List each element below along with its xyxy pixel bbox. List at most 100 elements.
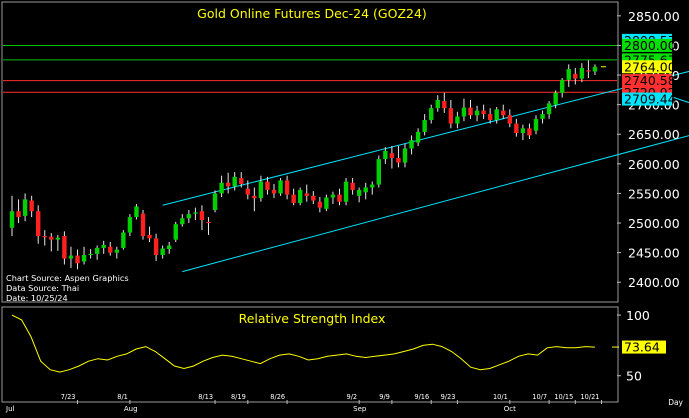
x-tick-label: 9/16 (414, 393, 429, 401)
candle-body (9, 211, 15, 228)
rsi-tick-label: 100 (626, 308, 650, 323)
candle (455, 111, 460, 129)
candle-body (317, 201, 323, 208)
candle-body (62, 236, 67, 259)
candle-body (487, 114, 493, 121)
chart-title: Gold Online Futures Dec-24 (GOZ24) (197, 6, 427, 21)
candle-body (586, 70, 591, 72)
candle-body (343, 181, 349, 202)
rsi-y-axis: 50 100 (617, 308, 650, 384)
candle (278, 178, 283, 196)
candle (68, 246, 74, 269)
candle-body (455, 116, 460, 124)
candle-body (22, 199, 28, 216)
candle (121, 230, 126, 250)
candle-body (383, 150, 388, 160)
source-line-chart: Chart Source: Aspen Graphics (6, 273, 129, 283)
candle (88, 249, 93, 259)
candle-body (429, 108, 434, 121)
candle (363, 182, 368, 200)
price-level-label: 2764.00 (622, 59, 676, 74)
candle (271, 183, 277, 199)
candle (42, 230, 47, 246)
candle-body (81, 255, 87, 262)
candle (311, 191, 316, 205)
candle-body (448, 108, 454, 124)
candle-body (88, 253, 93, 256)
candle-body (356, 189, 362, 196)
candle (239, 172, 244, 188)
candle (199, 205, 205, 231)
candle (376, 155, 381, 188)
candle-body (546, 103, 552, 115)
candle-body (140, 213, 146, 237)
candle-body (55, 237, 61, 240)
candle-body (402, 148, 408, 163)
candle (212, 190, 218, 213)
candle-body (553, 92, 558, 105)
candle-body (592, 66, 598, 72)
candle (448, 99, 454, 129)
x-tick-label: 8/19 (231, 393, 246, 401)
candle (540, 110, 545, 124)
candle (474, 105, 480, 122)
candle (206, 217, 211, 235)
candle-body (560, 79, 565, 93)
horizontal-level-lines (3, 44, 617, 93)
x-tick-label: 8/26 (270, 393, 285, 401)
x-tick-label: 9/2 (347, 393, 358, 401)
candle (317, 196, 323, 213)
rsi-title: Relative Strength Index (239, 311, 386, 326)
candle (370, 181, 375, 195)
candle-body (49, 236, 54, 240)
candle (383, 147, 388, 164)
candle (442, 92, 447, 113)
candle-body (566, 69, 571, 80)
candle (435, 95, 440, 112)
candle-body (389, 153, 395, 158)
candle (186, 210, 192, 224)
candle (586, 60, 591, 78)
rsi-line (11, 314, 595, 373)
x-tick-label: 8/13 (198, 393, 213, 401)
candle (409, 135, 414, 155)
candle (134, 204, 139, 220)
candle (343, 178, 349, 206)
candle-body (396, 157, 401, 163)
y-tick-label: 2500.00 (628, 216, 680, 231)
candle-body (520, 128, 526, 134)
month-label: Aug (124, 405, 138, 413)
rsi-panel: Relative Strength Index 50 100 73.64 (1, 306, 666, 403)
candle-body (265, 181, 270, 190)
candle-body (16, 211, 21, 218)
candle (481, 104, 486, 119)
y-tick-label: 2850.00 (628, 9, 680, 24)
candle-body (350, 182, 355, 190)
y-tick-label: 2600.00 (628, 157, 680, 172)
candle-body (160, 248, 165, 256)
candle (330, 191, 336, 205)
candle (415, 128, 421, 147)
candle (514, 118, 519, 137)
candle (9, 195, 15, 237)
y-tick-label: 2550.00 (628, 186, 680, 201)
candle-body (579, 67, 585, 79)
candle-body (461, 107, 467, 117)
candle-body (422, 120, 427, 132)
price-label-box (622, 38, 672, 52)
candle (114, 246, 119, 259)
candle-body (363, 187, 368, 193)
candle (258, 175, 264, 202)
candle (147, 226, 152, 242)
candle-body (370, 184, 375, 188)
candle-body (494, 109, 499, 121)
candle (153, 233, 159, 261)
candle-body (311, 195, 316, 201)
candle-body (219, 182, 224, 194)
candle-body (324, 197, 329, 209)
candle-body (337, 194, 342, 202)
candle (468, 99, 473, 119)
candle-body (573, 73, 578, 79)
candle (396, 146, 401, 168)
